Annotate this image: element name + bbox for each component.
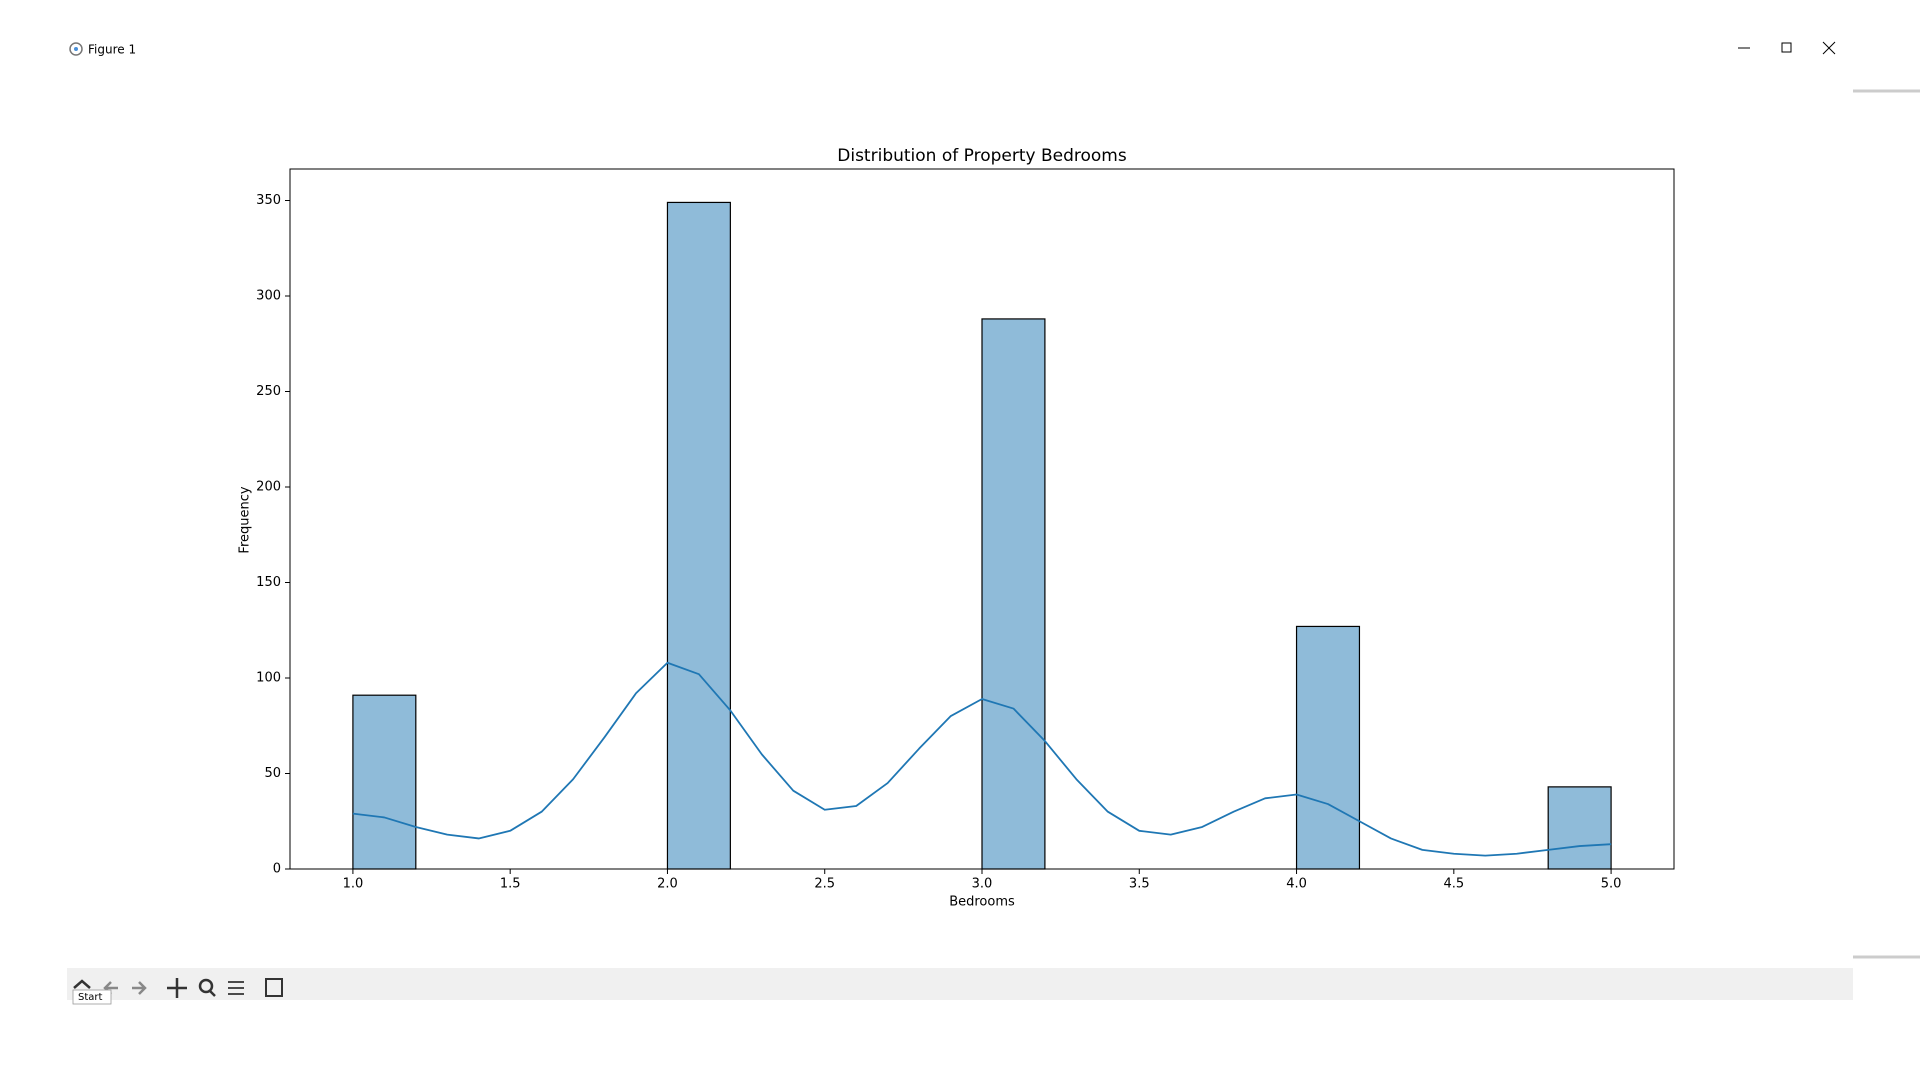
y-tick-label: 50: [264, 766, 281, 781]
forward-button[interactable]: [132, 981, 147, 995]
x-tick-label: 4.0: [1286, 877, 1307, 892]
close-button[interactable]: [1822, 41, 1836, 55]
tooltip-box: [72, 989, 112, 1005]
x-tick-label: 3.5: [1129, 877, 1150, 892]
x-tick-label: 1.0: [343, 877, 364, 892]
toolbar: [67, 968, 1853, 1000]
y-tick-label: 150: [256, 575, 281, 590]
x-tick-label: 4.5: [1443, 877, 1464, 892]
x-tick-label: 2.0: [657, 877, 678, 892]
bar: [666, 201, 731, 870]
x-axis-label: Bedrooms: [949, 895, 1015, 910]
x-tick-label: 3.0: [972, 877, 993, 892]
window-icon: [69, 42, 83, 56]
y-tick-label: 200: [256, 480, 281, 495]
window-title: Figure 1: [88, 43, 136, 57]
y-axis-label: Frequency: [238, 486, 253, 553]
zoom-button[interactable]: [198, 978, 216, 997]
tooltip: Start: [78, 992, 103, 1003]
y-tick-label: 350: [256, 193, 281, 208]
y-tick-label: 250: [256, 384, 281, 399]
bar: [1295, 625, 1361, 870]
bar: [1547, 786, 1612, 870]
save-button[interactable]: [265, 978, 283, 997]
x-tick-label: 1.5: [500, 877, 521, 892]
configure-button[interactable]: [228, 981, 244, 995]
bar: [352, 694, 417, 870]
home-button[interactable]: [73, 979, 91, 989]
y-tick-label: 100: [256, 671, 281, 686]
chart-title: Distribution of Property Bedrooms: [837, 146, 1127, 166]
kde-line: [352, 661, 1612, 857]
plot-frame: [289, 168, 1675, 870]
toolbar-buttons: [73, 978, 283, 998]
pan-button[interactable]: [167, 978, 187, 998]
y-tick-label: 300: [256, 289, 281, 304]
x-tick-label: 2.5: [814, 877, 835, 892]
restore-button[interactable]: [1781, 42, 1792, 53]
x-tick-label: 5.0: [1601, 877, 1622, 892]
y-tick-label: 0: [273, 862, 281, 877]
bar: [981, 318, 1046, 870]
